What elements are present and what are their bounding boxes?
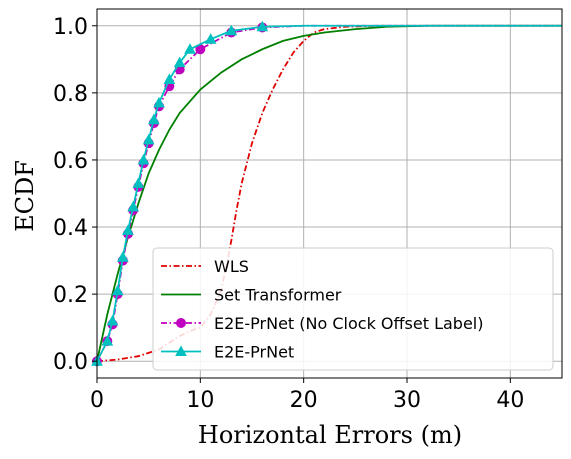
y-tick-label: 0.2	[53, 283, 88, 308]
data-point	[142, 133, 155, 145]
legend-box	[152, 247, 554, 371]
legend-label: WLS	[214, 257, 249, 276]
legend-label: E2E-PrNet (No Clock Offset Label)	[214, 314, 484, 333]
data-point	[184, 43, 196, 54]
tick-labels: 0 10 20 30 40 0.0 0.2 0.4 0.6 0.8 1.0	[53, 15, 524, 413]
y-tick-label: 0.0	[53, 350, 88, 375]
x-tick-label: 20	[290, 388, 318, 413]
legend-marker	[176, 318, 186, 328]
data-point	[116, 251, 129, 262]
data-point	[147, 113, 160, 125]
y-tick-label: 0.4	[53, 216, 88, 241]
data-point	[101, 335, 114, 346]
legend-label: Set Transformer	[214, 286, 342, 305]
data-point	[173, 56, 186, 68]
legend-label: E2E-PrNet	[214, 343, 294, 362]
y-tick-label: 0.8	[53, 82, 88, 107]
axes	[92, 8, 563, 383]
x-tick-label: 30	[393, 388, 421, 413]
y-tick-label: 1.0	[53, 15, 88, 40]
y-axis-label: ECDF	[11, 160, 39, 232]
data-point	[153, 96, 165, 108]
data-point	[204, 33, 217, 44]
x-tick-label: 0	[90, 388, 104, 413]
y-tick-label: 0.6	[53, 149, 88, 174]
series-4	[91, 20, 562, 366]
data-point	[127, 200, 140, 212]
legend-marker	[175, 345, 187, 356]
x-tick-label: 40	[496, 388, 524, 413]
x-axis-label: Horizontal Errors (m)	[198, 421, 462, 449]
data-point	[225, 24, 238, 36]
data-point	[163, 73, 176, 84]
data-point	[106, 314, 119, 326]
data-point	[132, 177, 145, 188]
x-tick-label: 10	[186, 388, 214, 413]
data-point	[137, 153, 150, 165]
data-point	[256, 20, 269, 32]
legend: WLS Set Transformer E2E-PrNet (No Clock Of…	[152, 247, 554, 371]
data-point	[111, 284, 124, 296]
plot-frame	[96, 8, 563, 379]
data-point	[122, 224, 134, 235]
